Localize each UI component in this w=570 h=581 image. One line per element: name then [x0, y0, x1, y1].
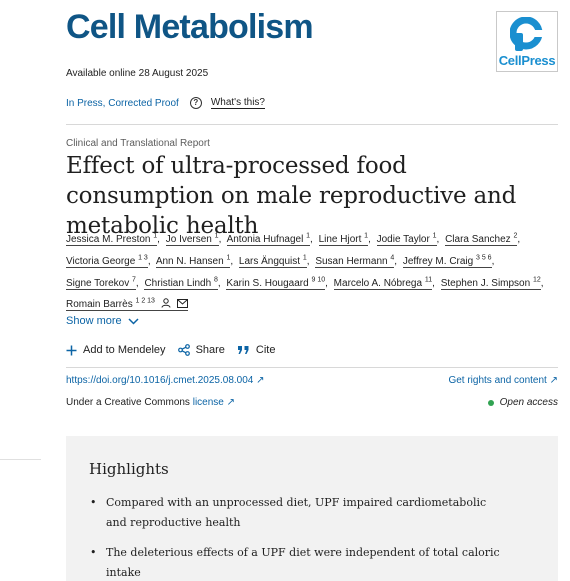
show-more-label: Show more [66, 315, 122, 327]
highlights-section: Highlights Compared with an unprocessed … [66, 436, 558, 581]
article-type: Clinical and Translational Report [66, 138, 210, 149]
article-actions: Add to Mendeley Share Cite [66, 344, 287, 356]
author-link[interactable]: Jeffrey M. Craig 3 5 6 [402, 254, 492, 268]
doi-link[interactable]: https://doi.org/10.1016/j.cmet.2025.08.0… [66, 375, 265, 386]
license-link[interactable]: license ↗ [192, 397, 236, 408]
author-link[interactable]: Victoria George 1 3 [66, 254, 148, 268]
mendeley-label: Add to Mendeley [83, 344, 166, 356]
author-link[interactable]: Lars Ängquist 1 [238, 254, 307, 268]
open-access-badge: Open access [487, 397, 558, 408]
highlights-heading: Highlights [89, 460, 169, 478]
open-access-label: Open access [499, 397, 558, 408]
author-link[interactable]: Line Hjort 1 [318, 233, 369, 247]
cellpress-logo-icon [510, 17, 546, 51]
author-link[interactable]: Jodie Taylor 1 [376, 233, 437, 247]
highlight-item: Compared with an unprocessed diet, UPF i… [90, 493, 510, 533]
journal-title[interactable]: Cell Metabolism [66, 8, 314, 46]
article-status: In Press, Corrected Proof ? What's this? [66, 97, 265, 109]
highlight-item: The deleterious effects of a UPF diet we… [90, 543, 510, 581]
author-list: Jessica M. Preston 1, Jo Iversen 1, Anto… [66, 233, 544, 312]
author-link[interactable]: Marcelo A. Nóbrega 11 [333, 276, 433, 290]
add-to-mendeley-button[interactable]: Add to Mendeley [66, 344, 166, 356]
whats-this-link[interactable]: What's this? [210, 97, 265, 109]
plus-icon [66, 345, 77, 355]
cite-button[interactable]: Cite [237, 344, 276, 356]
author-link[interactable]: Karin S. Hougaard 9 10 [226, 276, 326, 290]
author-link[interactable]: Ann N. Hansen 1 [155, 254, 231, 268]
share-button[interactable]: Share [177, 344, 225, 356]
envelope-icon [176, 299, 188, 309]
article-title: Effect of ultra-processed food consumpti… [66, 153, 517, 239]
cite-label: Cite [255, 344, 276, 356]
license-prefix: Under a Creative Commons [66, 397, 193, 408]
status-link[interactable]: In Press, Corrected Proof [66, 97, 179, 109]
quote-icon [237, 346, 249, 354]
author-link[interactable]: Jo Iversen 1 [165, 233, 219, 247]
person-icon [161, 298, 171, 308]
chevron-down-icon [128, 317, 139, 325]
open-access-dot [487, 399, 494, 406]
author-link[interactable]: Clara Sanchez 2 [445, 233, 518, 247]
divider [66, 367, 558, 368]
share-label: Share [195, 344, 225, 356]
author-link[interactable]: Stephen J. Simpson 12 [440, 276, 541, 290]
author-link[interactable]: Christian Lindh 8 [144, 276, 218, 290]
author-link[interactable]: Romain Barrès 1 2 13 [66, 298, 188, 312]
author-link[interactable]: Jessica M. Preston 1 [66, 233, 158, 247]
author-link[interactable]: Signe Torekov 7 [66, 276, 136, 290]
license-line: Under a Creative Commons license ↗ [66, 397, 235, 408]
help-icon[interactable]: ? [189, 97, 202, 109]
sidebar-divider [0, 459, 41, 460]
author-link[interactable]: Antonia Hufnagel 1 [226, 233, 310, 247]
share-icon [177, 344, 190, 356]
author-link[interactable]: Susan Hermann 4 [315, 254, 395, 268]
availability-date: Available online 28 August 2025 [66, 68, 209, 79]
rights-link[interactable]: Get rights and content ↗ [448, 375, 558, 386]
highlights-list: Compared with an unprocessed diet, UPF i… [90, 493, 510, 581]
divider [66, 124, 558, 125]
cellpress-logo-text: CellPress [498, 53, 556, 68]
cellpress-logo[interactable]: CellPress [496, 11, 558, 72]
show-more-button[interactable]: Show more [66, 315, 139, 327]
